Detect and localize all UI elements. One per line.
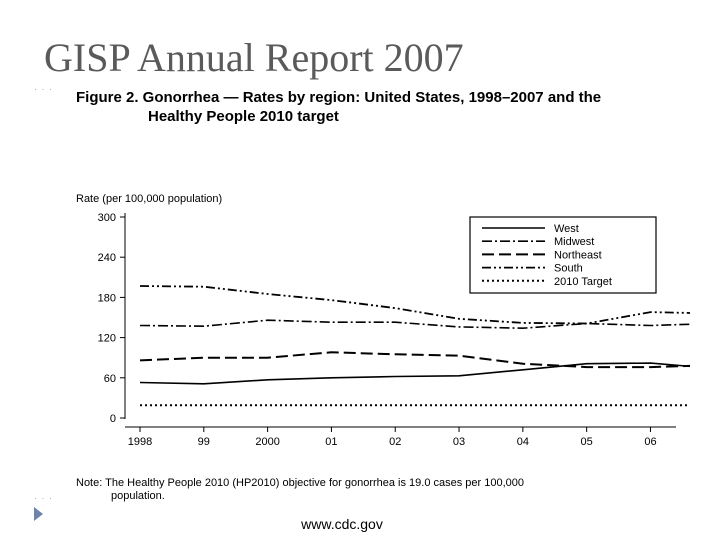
decorative-dots: · · · [34, 84, 53, 94]
legend-label-midwest: Midwest [554, 236, 594, 248]
y-tick-label: 120 [98, 333, 116, 345]
bullet-arrow-icon [34, 507, 43, 521]
legend-label-northeast: Northeast [554, 249, 602, 261]
legend-label-west: West [554, 223, 579, 235]
x-tick-label: 04 [517, 436, 529, 448]
note-line1: Note: The Healthy People 2010 (HP2010) o… [76, 477, 525, 489]
decorative-dots-bottom: · · · [34, 493, 53, 503]
figure-title-line2: Healthy People 2010 target [148, 108, 339, 125]
figure-note: Note: The Healthy People 2010 (HP2010) o… [76, 477, 636, 503]
x-tick-label: 1998 [128, 436, 152, 448]
line-chart: 060120180240300199899200001020304050607W… [98, 212, 690, 448]
x-tick-label: 2000 [255, 436, 279, 448]
x-tick-label: 02 [389, 436, 401, 448]
series-line-west [139, 362, 690, 385]
legend-label-south: South [554, 263, 583, 275]
x-tick-label: 06 [644, 436, 656, 448]
y-tick-label: 0 [110, 413, 116, 425]
x-tick-label: 05 [581, 436, 593, 448]
note-line2: population. [111, 490, 165, 502]
x-tick-label: 01 [325, 436, 337, 448]
x-tick-label: 03 [453, 436, 465, 448]
y-tick-label: 300 [98, 212, 116, 224]
series-line-south [139, 285, 690, 325]
legend-label-2010-target: 2010 Target [554, 276, 612, 288]
y-axis-label: Rate (per 100,000 population) [76, 193, 223, 205]
y-tick-label: 60 [104, 373, 116, 385]
figure-title: Figure 2. Gonorrhea — Rates by region: U… [76, 88, 676, 126]
y-tick-label: 180 [98, 292, 116, 304]
footer-url: www.cdc.gov [301, 516, 383, 532]
figure-title-line1: Figure 2. Gonorrhea — Rates by region: U… [76, 89, 602, 106]
series-line-northeast [139, 351, 690, 369]
x-tick-label: 99 [198, 436, 210, 448]
slide-title: GISP Annual Report 2007 [44, 35, 464, 80]
series-line-midwest [139, 319, 690, 330]
y-tick-label: 240 [98, 252, 116, 264]
